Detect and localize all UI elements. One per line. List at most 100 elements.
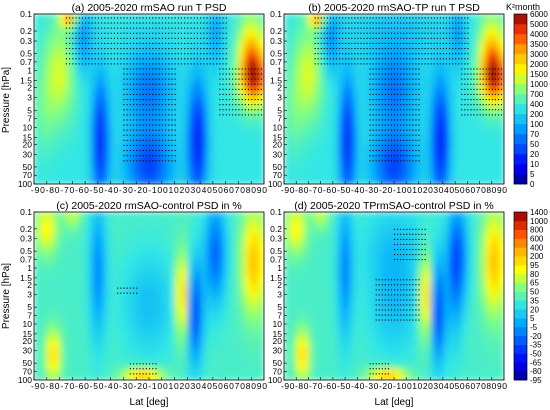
heatmap-cell xyxy=(110,223,118,230)
heatmap-cell xyxy=(326,31,334,38)
heatmap-cell xyxy=(193,279,201,286)
heatmap-cell xyxy=(455,368,462,375)
heatmap-cell xyxy=(314,245,322,252)
heatmap-cell xyxy=(363,87,371,94)
heatmap-cell xyxy=(59,150,67,157)
heatmap-cell xyxy=(449,48,456,55)
y-tick-label: 3 xyxy=(277,290,282,300)
heatmap-cell xyxy=(406,104,413,111)
heatmap-cell xyxy=(136,329,144,336)
heatmap-cell xyxy=(436,368,444,375)
heatmap-cell xyxy=(290,121,297,128)
heatmap-cell xyxy=(219,167,227,174)
heatmap-cell xyxy=(136,234,144,241)
heatmap-cell xyxy=(46,312,54,319)
heatmap-cell xyxy=(339,223,346,230)
heatmap-cell xyxy=(302,301,310,308)
heatmap-cell xyxy=(497,121,504,128)
heatmap-cell xyxy=(206,121,214,128)
heatmap-cell xyxy=(257,25,264,32)
heatmap-cell xyxy=(53,279,61,286)
heatmap-cell xyxy=(412,14,420,21)
heatmap-cell xyxy=(455,87,462,94)
heatmap-cell xyxy=(302,217,310,224)
heatmap-cell xyxy=(290,251,297,258)
heatmap-cell xyxy=(308,155,316,162)
heatmap-cell xyxy=(357,329,365,336)
heatmap-cell xyxy=(418,245,426,252)
heatmap-cell xyxy=(332,82,340,89)
heatmap-cell xyxy=(155,93,163,100)
heatmap-cell xyxy=(91,357,99,364)
heatmap-cell xyxy=(332,340,340,347)
heatmap-cell xyxy=(117,161,125,168)
heatmap-cell xyxy=(424,217,432,224)
heatmap-cell xyxy=(136,53,144,60)
heatmap-cell xyxy=(110,59,118,66)
panel-a-plot: 0.10.20.30.50.711.52357101520305070100-9… xyxy=(18,9,267,195)
heatmap-cell xyxy=(369,42,377,49)
heatmap-cell xyxy=(257,284,264,291)
heatmap-cell xyxy=(59,19,67,26)
heatmap-cell xyxy=(449,284,456,291)
heatmap-cell xyxy=(320,245,328,252)
heatmap-cell xyxy=(40,133,48,140)
heatmap-cell xyxy=(117,307,125,314)
heatmap-cell xyxy=(187,178,195,184)
heatmap-cell xyxy=(369,228,377,235)
heatmap-cell xyxy=(290,25,297,32)
heatmap-cell xyxy=(193,368,201,375)
heatmap-cell xyxy=(238,284,246,291)
heatmap-cell xyxy=(467,268,475,275)
heatmap-cell xyxy=(149,273,156,280)
heatmap-cell xyxy=(117,110,125,117)
heatmap-cell xyxy=(314,14,322,21)
heatmap-cell xyxy=(34,212,41,219)
heatmap-cell xyxy=(326,36,334,43)
heatmap-cell xyxy=(78,144,86,151)
heatmap-cell xyxy=(302,82,310,89)
heatmap-cell xyxy=(314,318,322,325)
heatmap-cell xyxy=(91,228,99,235)
heatmap-cell xyxy=(244,363,252,370)
heatmap-cell xyxy=(65,324,73,331)
heatmap-cell xyxy=(479,82,487,89)
heatmap-cell xyxy=(225,301,233,308)
heatmap-cell xyxy=(455,178,462,184)
heatmap-cell xyxy=(40,268,48,275)
heatmap-cell xyxy=(72,42,80,49)
heatmap-cell xyxy=(302,240,310,247)
heatmap-cell xyxy=(180,48,188,55)
heatmap-cell xyxy=(479,144,487,151)
colorbar-tick-label: -95 xyxy=(530,376,542,385)
heatmap-cell xyxy=(155,217,163,224)
heatmap-cell xyxy=(473,290,481,297)
heatmap-cell xyxy=(212,133,220,140)
heatmap-cell xyxy=(110,93,118,100)
heatmap-cell xyxy=(332,104,340,111)
heatmap-cell xyxy=(320,256,328,263)
heatmap-cell xyxy=(461,155,468,162)
heatmap-cell xyxy=(117,262,125,269)
heatmap-cell xyxy=(412,217,420,224)
heatmap-cell xyxy=(212,65,220,72)
heatmap-cell xyxy=(394,223,401,230)
y-tick-label: 0.2 xyxy=(270,26,282,36)
heatmap-cell xyxy=(244,374,252,380)
heatmap-cell xyxy=(129,104,137,111)
heatmap-cell xyxy=(123,87,131,94)
heatmap-cell xyxy=(161,161,169,168)
heatmap-cell xyxy=(187,268,195,275)
heatmap-cell xyxy=(155,268,163,275)
heatmap-cell xyxy=(479,346,487,353)
heatmap-cell xyxy=(284,357,291,364)
heatmap-cell xyxy=(85,324,93,331)
heatmap-cell xyxy=(161,150,169,157)
heatmap-cell xyxy=(257,59,264,66)
heatmap-cell xyxy=(46,42,54,49)
heatmap-cell xyxy=(369,116,377,123)
heatmap-cell xyxy=(345,99,352,106)
heatmap-cell xyxy=(65,374,73,380)
heatmap-cell xyxy=(257,273,264,280)
heatmap-cell xyxy=(290,172,297,179)
